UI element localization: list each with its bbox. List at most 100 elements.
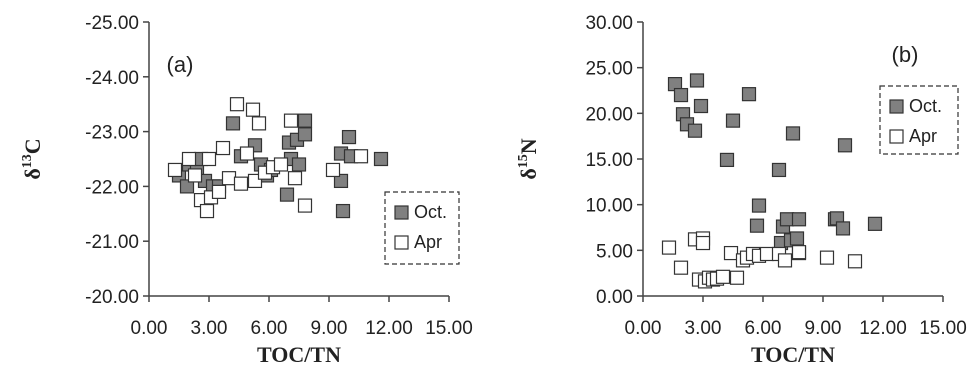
panel-b-x-tick-label: 0.00: [625, 318, 662, 339]
panel-b-point-oct: [693, 98, 709, 114]
panel-a-point-oct: [333, 173, 349, 189]
panel-b-y-axis-title-element: N: [516, 138, 541, 154]
panel-a-point-apr: [229, 97, 245, 112]
panel-a-point-oct: [179, 179, 195, 194]
panel-a-point-apr: [251, 116, 267, 131]
panel-b-point-oct: [789, 231, 805, 246]
panel-b-point-oct: [741, 87, 757, 102]
panel-b-point-apr: [729, 270, 745, 285]
panel-a-point-apr: [221, 171, 237, 186]
panel-b-point-apr: [777, 253, 793, 268]
panel-a-point-apr: [181, 151, 197, 167]
panel-a-point-apr: [297, 198, 313, 213]
panel-a-point-apr: [187, 168, 203, 183]
panel-a-y-axis-title-delta: δ: [20, 168, 45, 179]
panel-a-x-tick-label: 3.00: [191, 318, 228, 339]
panel-b-x-axis-title: TOC/TN: [751, 342, 835, 367]
panel-b-y-tick-label: 10.00: [585, 196, 633, 217]
panel-a-point-apr: [233, 176, 249, 191]
panel-a-point-oct: [297, 113, 313, 128]
panel-a-y-tick-label: -20.00: [85, 287, 139, 308]
panel-b-y-tick-label: 30.00: [585, 13, 633, 34]
panel-a-x-tick-label: 15.00: [425, 318, 473, 339]
panel-b-point-apr: [715, 269, 731, 284]
panel-a-y-axis-title: δ13C: [20, 138, 45, 179]
panel-b-point-apr: [723, 245, 739, 261]
panel-b-x-tick-label: 15.00: [919, 318, 967, 339]
panel-a-panel-label: (a): [167, 52, 194, 77]
panel-b-y-tick-label: 20.00: [585, 104, 633, 125]
panel-b-x-tick-label: 12.00: [859, 318, 907, 339]
panel-a-point-apr: [167, 162, 183, 178]
panel-a-point-apr: [215, 140, 231, 156]
panel-a-y-axis-title-isotope: 13: [20, 154, 35, 168]
panel-a-point-apr: [287, 171, 303, 186]
panel-a-legend-box: [384, 191, 460, 265]
panel-a-x-tick-label: 0.00: [131, 318, 168, 339]
panel-b-y-axis-title-delta: δ: [516, 168, 541, 179]
panel-b-point-oct: [689, 73, 705, 88]
panel-a-point-oct: [341, 129, 357, 145]
panel-a-y-tick-label: -21.00: [85, 232, 139, 253]
panel-a-x-tick-label: 12.00: [365, 318, 413, 339]
panel-b-x-tick-label: 3.00: [685, 318, 722, 339]
panel-a-point-oct: [225, 116, 241, 131]
panel-b-point-oct: [791, 212, 807, 227]
panel-b-point-apr: [673, 260, 689, 275]
panel-b-point-oct: [785, 126, 801, 141]
panel-a-legend-marker-apr: [394, 235, 409, 250]
panel-b-point-oct: [687, 123, 703, 138]
panel-a-x-axis-title: TOC/TN: [257, 342, 341, 367]
panel-b-point-oct: [749, 218, 765, 233]
panel-a-point-oct: [297, 127, 313, 142]
panel-a-x-tick-label: 9.00: [311, 318, 348, 339]
panel-a-point-apr: [239, 146, 255, 161]
panel-a-scatter-plot: -25.00 -24.00 -23.00 -22.00 -21.00 -20.00 0.00…: [20, 13, 473, 367]
panel-b-point-oct: [867, 216, 883, 231]
panel-a-y-tick-label: -22.00: [85, 177, 139, 198]
panel-b-point-apr: [661, 240, 677, 255]
panel-b-point-apr: [819, 250, 835, 265]
panel-b-x-tick-label: 9.00: [805, 318, 842, 339]
panel-b-legend-marker-apr: [889, 129, 904, 144]
panel-b-point-oct: [779, 212, 795, 227]
panel-b-panel-label: (b): [892, 42, 919, 67]
panel-b-point-oct: [771, 162, 787, 178]
panel-a-point-oct: [291, 157, 307, 172]
panel-a-point-apr: [283, 113, 299, 128]
panel-b-y-axis-title-isotope: 15: [516, 154, 531, 168]
panel-a-point-oct: [279, 187, 295, 202]
panel-b-point-apr: [847, 254, 863, 269]
panel-a-y-axis-title-element: C: [20, 138, 45, 154]
panel-b-legend-marker-oct: [889, 99, 904, 114]
panel-b-x-tick-label: 6.00: [745, 318, 782, 339]
panel-b-point-apr: [695, 235, 711, 251]
panel-a-point-apr: [245, 102, 261, 117]
panel-a-legend-label-oct: Oct.: [414, 202, 447, 222]
panel-b-y-tick-label: 25.00: [585, 59, 633, 80]
panel-a-x-tick-label: 6.00: [251, 318, 288, 339]
panel-a-point-apr: [201, 151, 217, 167]
panel-a-point-apr: [211, 184, 227, 199]
panel-a-point-oct: [373, 151, 389, 167]
panel-a-point-apr: [325, 162, 341, 178]
panel-b-point-apr: [759, 246, 775, 262]
panel-b-point-oct: [719, 152, 735, 168]
panel-b-point-apr: [791, 245, 807, 260]
panel-a-point-apr: [273, 157, 289, 172]
panel-b-y-axis-title: δ15N: [516, 138, 541, 179]
panel-b-point-oct: [837, 138, 853, 153]
panel-a-y-tick-label: -23.00: [85, 123, 139, 144]
panel-b-point-oct: [751, 198, 767, 213]
panel-b-point-oct: [673, 87, 689, 103]
panel-b-y-tick-label: 5.00: [596, 241, 633, 262]
panel-a-y-tick-label: -25.00: [85, 13, 139, 34]
panel-b-legend-label-apr: Apr: [909, 126, 937, 146]
panel-b-point-oct: [835, 221, 851, 236]
panel-a-y-tick-label: -24.00: [85, 68, 139, 89]
panel-b-y-tick-label: 15.00: [585, 150, 633, 171]
panel-a-legend-label-apr: Apr: [414, 232, 442, 252]
panel-b-y-tick-label: 0.00: [596, 287, 633, 308]
panel-a-point-oct: [335, 203, 351, 219]
